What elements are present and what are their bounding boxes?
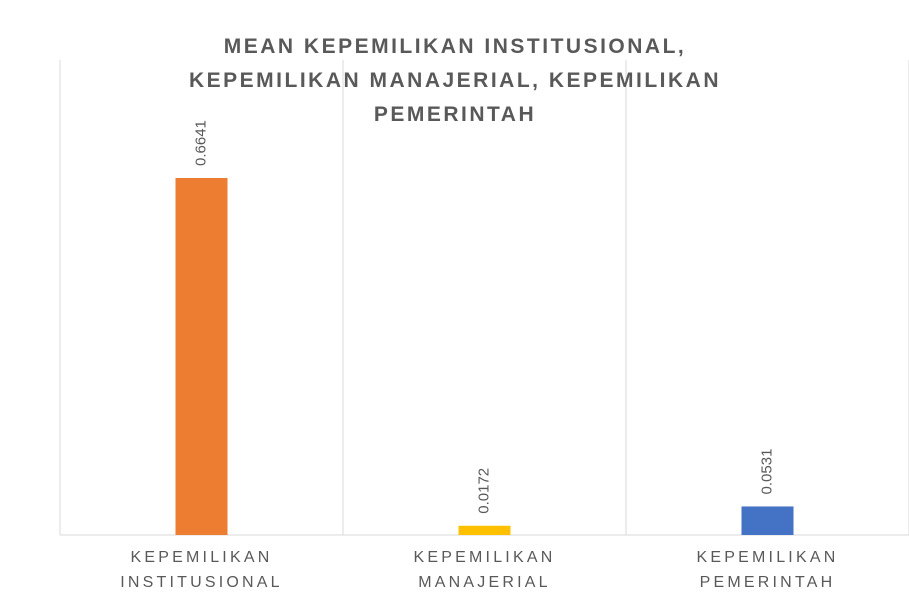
x-tick-label: KEPEMILIKAN INSTITUSIONAL	[120, 549, 283, 591]
x-tick-label: KEPEMILIKAN MANAJERIAL	[413, 549, 556, 591]
data-label: 0.6641	[192, 120, 209, 166]
chart-title: MEAN KEPEMILIKAN INSTITUSIONAL, KEPEMILI…	[188, 35, 722, 126]
bar	[175, 178, 228, 535]
x-tick-label: KEPEMILIKAN PEMERINTAH	[696, 549, 839, 591]
data-label: 0.0172	[475, 468, 492, 514]
data-label: 0.0531	[758, 449, 775, 495]
bar	[741, 506, 794, 535]
bar	[458, 525, 511, 535]
